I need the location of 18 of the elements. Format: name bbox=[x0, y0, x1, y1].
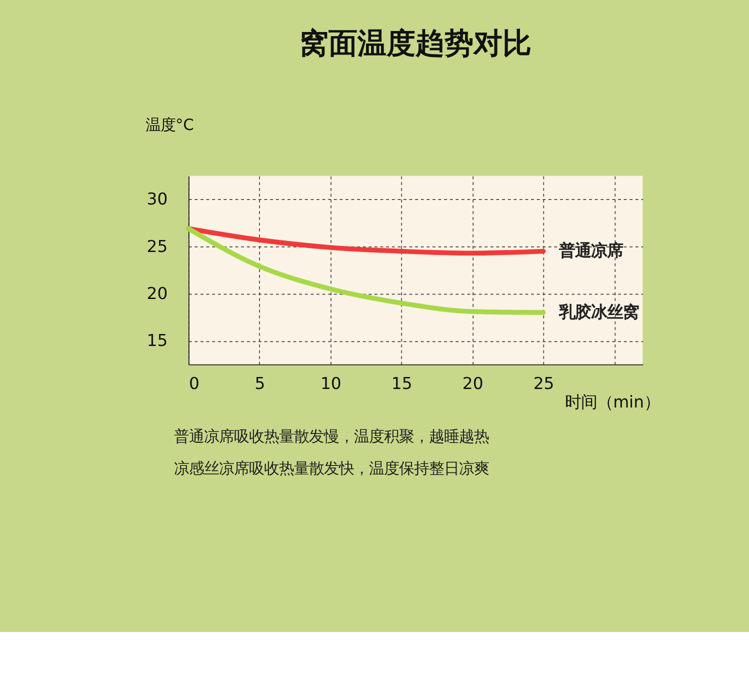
x-axis-title: 时间（min） bbox=[565, 392, 660, 412]
y-tick-label: 25 bbox=[146, 236, 168, 256]
x-tick-label: 5 bbox=[254, 374, 266, 393]
x-tick-label: 0 bbox=[188, 374, 200, 393]
x-tick-label: 15 bbox=[391, 374, 412, 393]
y-tick-label: 20 bbox=[146, 284, 168, 303]
x-tick-label: 10 bbox=[320, 374, 342, 393]
line-series bbox=[186, 226, 546, 315]
y-axis-title: 温度°C bbox=[145, 116, 194, 134]
y-tick-label: 15 bbox=[146, 331, 168, 350]
y-tick-label: 30 bbox=[146, 190, 168, 209]
series-label: 乳胶冰丝窝 bbox=[558, 302, 639, 322]
text: 凉感丝凉席吸收热量散发快，温度保持整日凉爽 bbox=[174, 460, 489, 478]
x-tick-label: 20 bbox=[462, 374, 484, 393]
series-label: 普通凉席 bbox=[558, 241, 623, 260]
text: 普通凉席吸收热量散发慢，温度积聚，越睡越热 bbox=[174, 428, 489, 446]
chart-title: 窝面温度趋势对比 bbox=[300, 26, 532, 60]
x-tick-label: 25 bbox=[533, 374, 554, 393]
